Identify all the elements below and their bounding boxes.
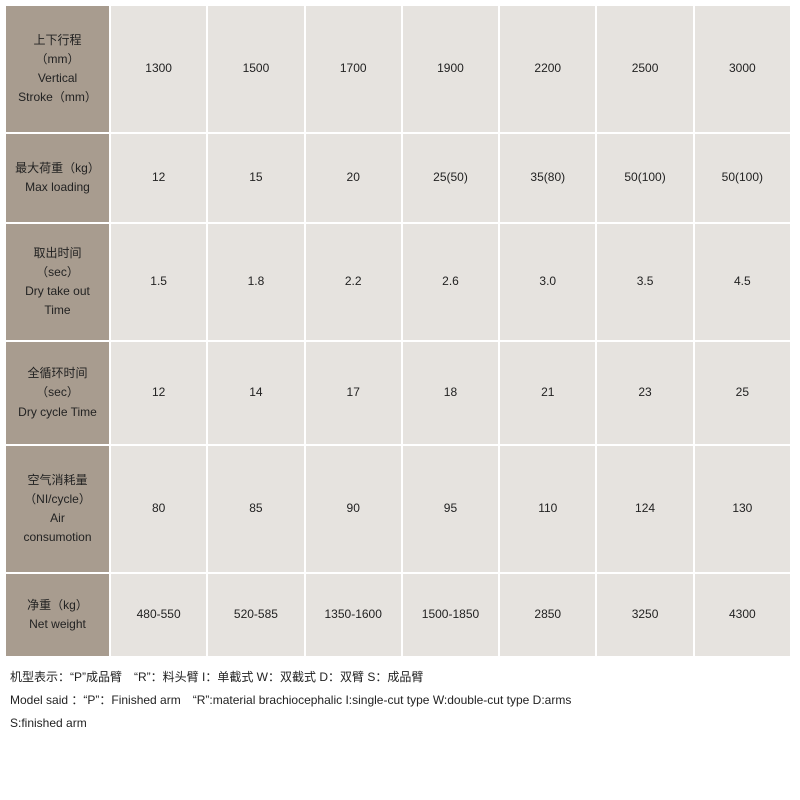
cell: 25 [694,341,791,445]
cell: 35(80) [499,133,596,223]
cell: 1300 [110,5,207,133]
cell: 1700 [305,5,402,133]
cell: 1350-1600 [305,573,402,657]
cell: 12 [110,341,207,445]
cell: 520-585 [207,573,304,657]
cell: 50(100) [694,133,791,223]
cell: 4.5 [694,223,791,341]
row-header: 最大荷重（kg）Max loading [5,133,110,223]
cell: 480-550 [110,573,207,657]
cell: 21 [499,341,596,445]
cell: 1900 [402,5,499,133]
cell: 124 [596,445,693,573]
cell: 1500-1850 [402,573,499,657]
cell: 14 [207,341,304,445]
cell: 2500 [596,5,693,133]
row-header: 空气消耗量（NI/cycle）Airconsumotion [5,445,110,573]
footer-line: 机型表示：“P”成品臂 “R”：料头臂 I：单截式 W：双截式 D：双臂 S：成… [10,666,786,689]
cell: 50(100) [596,133,693,223]
row-header: 全循环时间（sec）Dry cycle Time [5,341,110,445]
row-header: 取出时间（sec）Dry take outTime [5,223,110,341]
cell: 17 [305,341,402,445]
cell: 90 [305,445,402,573]
cell: 2.6 [402,223,499,341]
cell: 23 [596,341,693,445]
cell: 18 [402,341,499,445]
cell: 95 [402,445,499,573]
cell: 85 [207,445,304,573]
cell: 130 [694,445,791,573]
footer-line: S:finished arm [10,712,786,735]
cell: 1.8 [207,223,304,341]
spec-table: 上下行程（mm）VerticalStroke（mm）13001500170019… [4,4,792,658]
cell: 3250 [596,573,693,657]
row-header: 净重（kg）Net weight [5,573,110,657]
footer-notes: 机型表示：“P”成品臂 “R”：料头臂 I：单截式 W：双截式 D：双臂 S：成… [4,658,792,734]
cell: 3.5 [596,223,693,341]
cell: 2.2 [305,223,402,341]
cell: 15 [207,133,304,223]
cell: 4300 [694,573,791,657]
cell: 80 [110,445,207,573]
cell: 1500 [207,5,304,133]
cell: 20 [305,133,402,223]
cell: 12 [110,133,207,223]
cell: 3000 [694,5,791,133]
row-header: 上下行程（mm）VerticalStroke（mm） [5,5,110,133]
cell: 25(50) [402,133,499,223]
cell: 2200 [499,5,596,133]
cell: 2850 [499,573,596,657]
cell: 1.5 [110,223,207,341]
cell: 3.0 [499,223,596,341]
cell: 110 [499,445,596,573]
footer-line: Model said ：“P”：Finished arm “R”:materia… [10,689,786,712]
